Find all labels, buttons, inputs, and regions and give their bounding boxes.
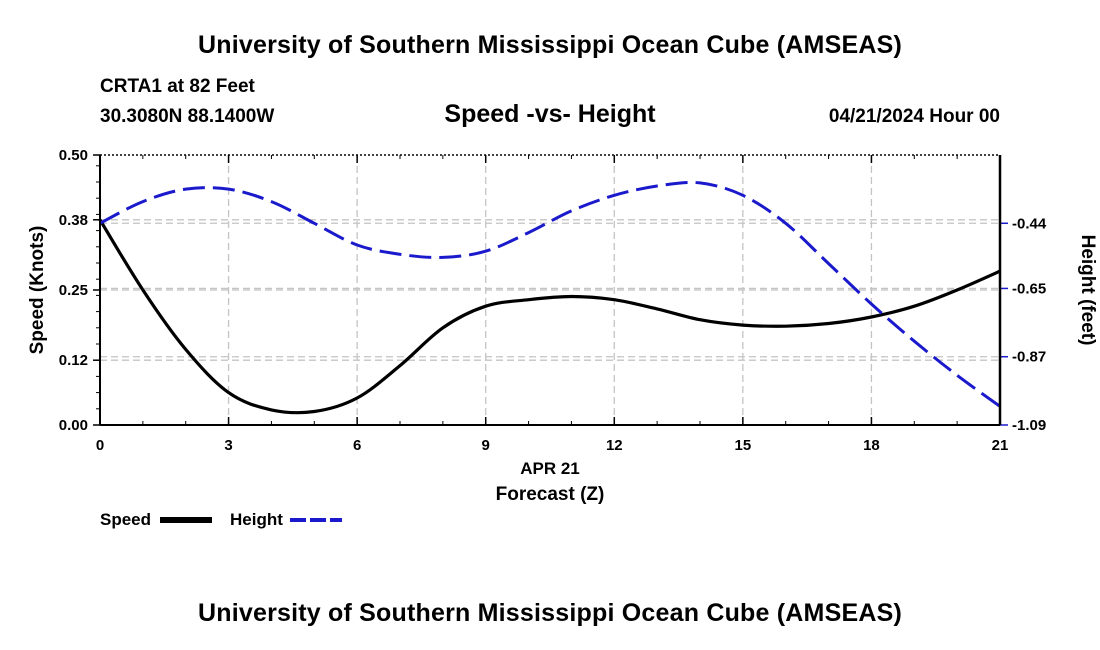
x-tick-label: 15 [735, 437, 752, 454]
x-tick-label: 9 [482, 437, 490, 454]
page-title: University of Southern Mississippi Ocean… [198, 31, 902, 59]
x-tick-label: 0 [96, 437, 104, 454]
x-tick-label: 18 [863, 437, 880, 454]
y2-tick-label: -1.09 [1012, 417, 1046, 434]
grid [100, 155, 1000, 426]
y-tick-label: 0.00 [59, 417, 88, 434]
x-tick-label: 6 [353, 437, 361, 454]
x-tick-label: 21 [992, 437, 1009, 454]
series-line-height [99, 180, 1001, 408]
station-name: CRTA1 at 82 Feet [100, 76, 255, 97]
series-line-speed [98, 218, 1001, 415]
station-coordinates: 30.3080N 88.1400W [100, 106, 275, 127]
y2-tick-label: -0.65 [1012, 280, 1046, 297]
y-tick-label: 0.50 [59, 147, 88, 164]
y2-axis-title: Height (feet) [1077, 235, 1098, 346]
legend: Speed Height [100, 510, 342, 529]
date-label: APR 21 [520, 459, 580, 478]
y-tick-label: 0.38 [59, 212, 88, 229]
series-layer [98, 180, 1001, 415]
legend-label-speed: Speed [100, 510, 151, 529]
x-axis-title: Forecast (Z) [496, 484, 605, 505]
y2-tick-label: -0.44 [1012, 215, 1047, 232]
axis-labels: APR 21 Forecast (Z) Speed (Knots) Height… [27, 226, 1098, 505]
x-tick-label: 3 [224, 437, 232, 454]
y-axis-title: Speed (Knots) [27, 226, 48, 355]
y-tick-label: 0.25 [59, 282, 88, 299]
x-tick-label: 12 [606, 437, 623, 454]
legend-label-height: Height [230, 510, 283, 529]
axes: 0 3 6 9 12 15 18 21 0.00 0.12 0.25 0.38 0.50 -0.44 -0.… [59, 147, 1047, 454]
y-tick-label: 0.12 [59, 352, 88, 369]
y2-tick-label: -0.87 [1012, 349, 1046, 366]
chart-subtitle: Speed -vs- Height [444, 100, 656, 128]
forecast-datetime: 04/21/2024 Hour 00 [828, 106, 1000, 127]
footer-title: University of Southern Mississippi Ocean… [198, 599, 902, 627]
